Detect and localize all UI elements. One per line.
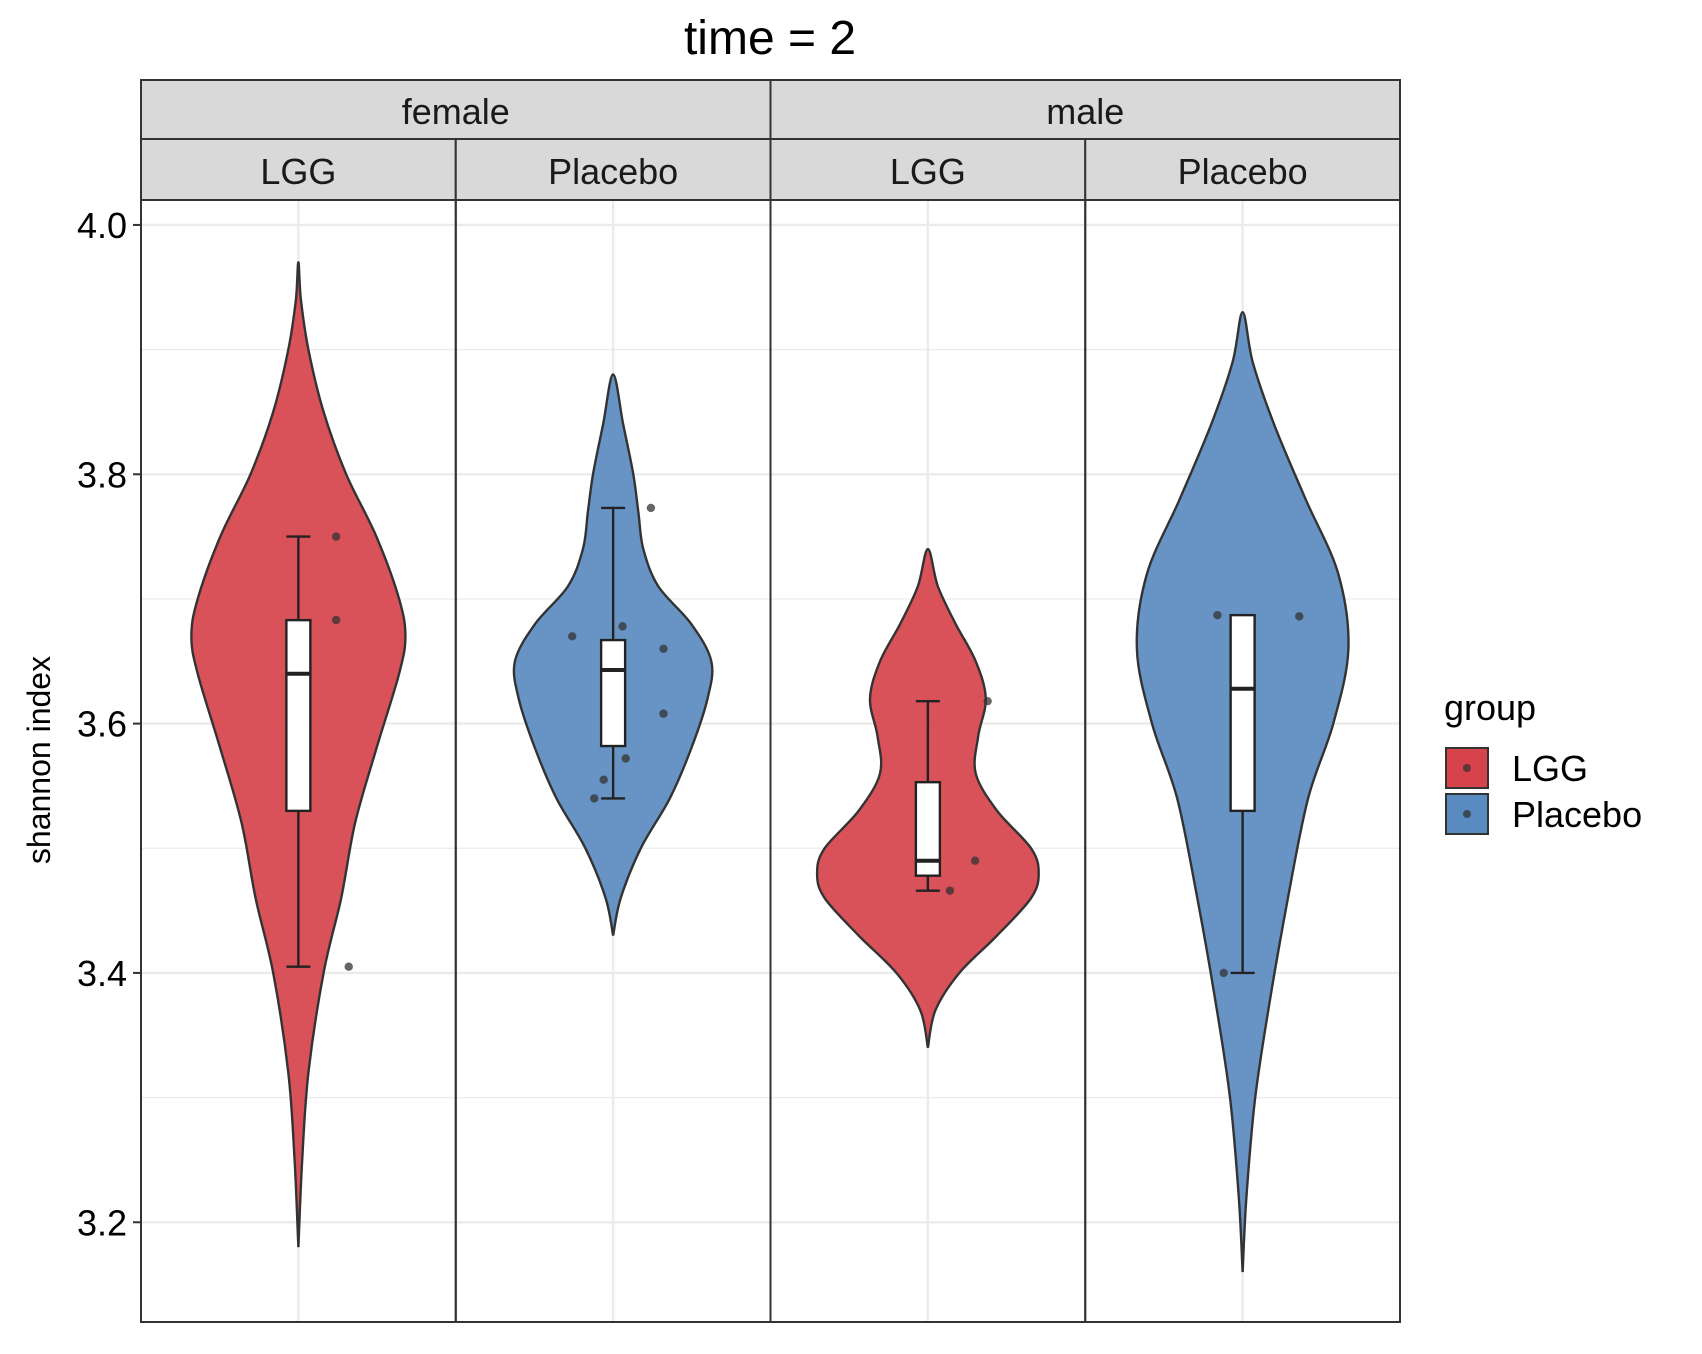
- y-tick-label: 4.0: [77, 205, 127, 246]
- legend: group LGG Placebo: [1444, 687, 1642, 835]
- data-point: [618, 622, 627, 631]
- chart-title: time = 2: [684, 12, 856, 65]
- data-point: [1213, 610, 1222, 620]
- panel-border: [1084, 199, 1401, 1323]
- data-point: [621, 754, 630, 763]
- y-tick-label: 3.2: [77, 1202, 127, 1243]
- legend-label-placebo: Placebo: [1512, 794, 1642, 835]
- data-point: [659, 709, 668, 718]
- strip-label-placebo: Placebo: [1178, 151, 1308, 192]
- y-tick-label: 3.6: [77, 704, 127, 745]
- y-tick-label: 3.4: [77, 953, 127, 994]
- data-point: [331, 615, 341, 625]
- strip-label-male: male: [1046, 91, 1124, 132]
- data-point: [646, 503, 656, 513]
- data-point: [599, 775, 608, 784]
- data-point: [945, 886, 955, 895]
- legend-title: group: [1444, 687, 1536, 728]
- data-point: [970, 856, 980, 865]
- data-point: [590, 794, 599, 803]
- box-iqr: [285, 618, 312, 813]
- data-point: [983, 696, 992, 706]
- strip-label-placebo: Placebo: [548, 151, 678, 192]
- strip-male-placebo: [1084, 138, 1401, 201]
- data-point: [1295, 612, 1304, 621]
- strip-male-lgg: [769, 138, 1087, 201]
- strip-female: [140, 79, 772, 140]
- legend-key-point: [1463, 810, 1471, 818]
- strip-label-lgg: LGG: [890, 151, 966, 192]
- box-iqr: [599, 638, 627, 748]
- legend-key-point: [1463, 764, 1471, 772]
- data-point: [568, 632, 577, 641]
- data-point: [344, 962, 353, 971]
- y-axis-title: shannon index: [21, 656, 57, 864]
- box-iqr: [1229, 613, 1256, 813]
- legend-label-lgg: LGG: [1512, 748, 1588, 789]
- y-tick-label: 3.8: [77, 454, 127, 495]
- data-point: [331, 532, 341, 541]
- data-point: [1219, 968, 1228, 978]
- data-point: [659, 644, 668, 653]
- strip-label-female: female: [402, 91, 510, 132]
- plot-area: female LGG Placebo male LGG Placebo 3.2 3.4 3.6 3…: [77, 79, 1401, 1323]
- strip-label-lgg: LGG: [260, 151, 336, 192]
